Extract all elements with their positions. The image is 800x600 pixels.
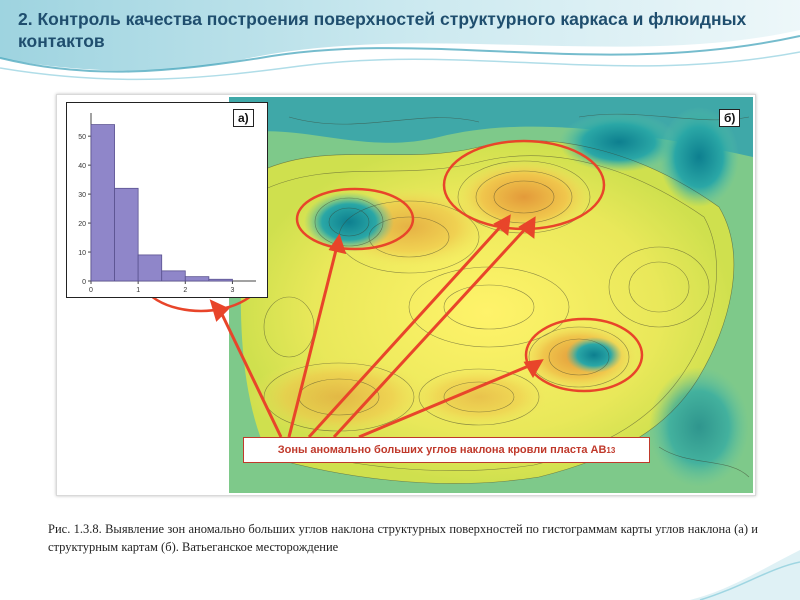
arrow-5 <box>358 363 532 439</box>
x-tick-label: 3 <box>230 287 234 294</box>
histogram-chart: 0 10 20 30 40 50 0 1 2 3 <box>78 113 256 294</box>
histogram-bar <box>184 276 210 282</box>
header-band: 2. Контроль качества построения поверхно… <box>0 0 800 88</box>
histogram-bar <box>90 124 115 282</box>
arrow-4 <box>332 225 529 439</box>
y-tick-label: 30 <box>78 192 86 199</box>
highlight-ellipse-west <box>295 187 415 251</box>
arrow-3 <box>307 223 504 439</box>
x-tick-label: 1 <box>136 287 140 294</box>
figure-caption: Рис. 1.3.8. Выявление зон аномально боль… <box>48 522 758 554</box>
y-tick-label: 50 <box>78 134 86 141</box>
y-tick-label: 10 <box>78 250 86 257</box>
panel-label-a: а) <box>233 109 254 127</box>
y-tick-label: 0 <box>82 279 86 286</box>
corner-wave-decoration <box>690 550 800 600</box>
highlight-ellipse-east <box>524 317 644 393</box>
arrow-1 <box>217 307 283 438</box>
annotation-label: Зоны аномально больших углов наклона кро… <box>243 437 650 463</box>
annotation-subscript: 1 <box>606 445 611 455</box>
slide-title: 2. Контроль качества построения поверхно… <box>18 9 747 51</box>
y-tick-label: 40 <box>78 163 86 170</box>
panel-label-b: б) <box>719 109 741 127</box>
x-tick-label: 2 <box>183 287 187 294</box>
structural-map <box>59 97 753 493</box>
annotation-superscript: 3 <box>610 445 616 455</box>
annotation-text: Зоны аномально больших углов наклона кро… <box>277 444 607 456</box>
histogram-bar <box>161 270 186 282</box>
histogram-bar <box>208 278 233 282</box>
header-wave-decoration <box>0 0 800 81</box>
arrow-2 <box>287 245 339 438</box>
figure-frame: 0 10 20 30 40 50 0 1 2 3 а) б) Зоны аномально бол… <box>56 94 756 496</box>
histogram-bar <box>137 254 163 282</box>
y-tick-label: 20 <box>78 221 86 228</box>
x-tick-label: 0 <box>89 287 93 294</box>
histogram-panel: 0 10 20 30 40 50 0 1 2 3 <box>66 102 268 298</box>
histogram-bar <box>114 187 139 282</box>
